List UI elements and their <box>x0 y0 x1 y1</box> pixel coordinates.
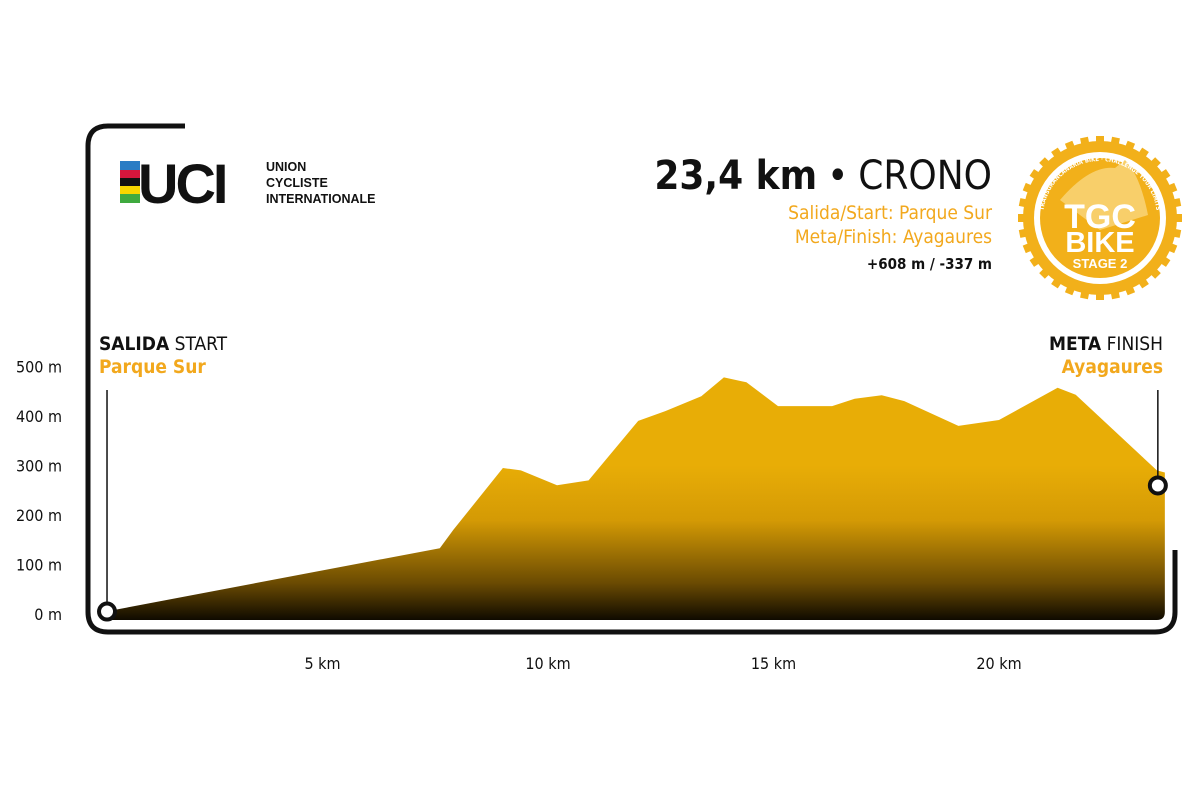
svg-text:INTERNATIONALE: INTERNATIONALE <box>266 192 376 206</box>
uci-logo-text: UCI <box>138 152 225 215</box>
elevation-gain: +608 m / -337 m <box>867 255 992 273</box>
y-tick-label: 300 m <box>16 457 62 476</box>
start-label: SALIDA START <box>99 333 228 355</box>
finish-label: META FINISH <box>1049 333 1163 355</box>
svg-text:BIKE: BIKE <box>1065 227 1134 259</box>
y-tick-label: 500 m <box>16 358 62 377</box>
svg-text:TGC: TGC <box>1064 198 1136 236</box>
x-tick-label: 10 km <box>525 654 570 673</box>
finish-info: Meta/Finish: Ayagaures <box>795 226 992 248</box>
y-tick-label: 100 m <box>16 556 62 575</box>
start-place: Parque Sur <box>99 356 206 378</box>
y-tick-label: 400 m <box>16 407 62 426</box>
start-marker <box>97 601 118 622</box>
start-info: Salida/Start: Parque Sur <box>788 202 993 224</box>
svg-text:STAGE 2: STAGE 2 <box>1073 256 1128 271</box>
x-tick-label: 5 km <box>304 654 340 673</box>
svg-text:UNION: UNION <box>266 160 306 174</box>
uci-logo: UCI UNION CYCLISTE INTERNATIONALE <box>120 152 376 215</box>
header-title: 23,4 km • CRONO <box>654 153 992 199</box>
y-tick-label: 200 m <box>16 506 62 525</box>
y-tick-label: 0 m <box>34 605 62 624</box>
tgc-bike-badge: TGC BIKE STAGE 2 TRANSGRANCANARIA BIKE ·… <box>1018 136 1182 300</box>
x-tick-label: 20 km <box>976 654 1021 673</box>
elevation-area <box>106 377 1165 620</box>
finish-marker <box>1147 475 1168 496</box>
frame <box>85 123 1178 635</box>
finish-place: Ayagaures <box>1062 356 1163 378</box>
svg-text:CYCLISTE: CYCLISTE <box>266 176 328 190</box>
x-tick-label: 15 km <box>751 654 796 673</box>
